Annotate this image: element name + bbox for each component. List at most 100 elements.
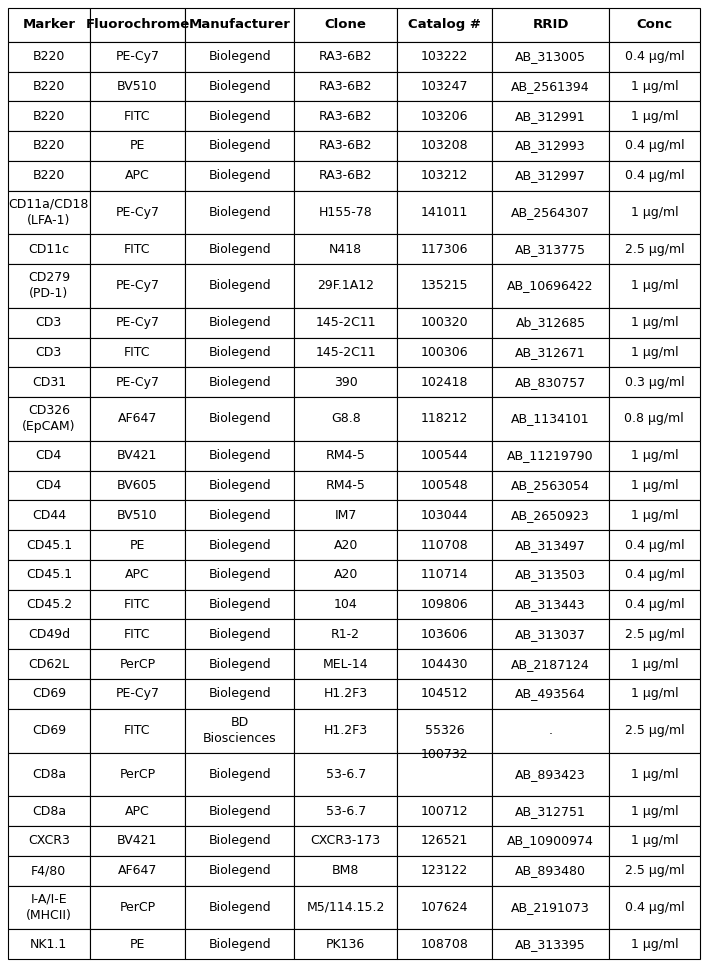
Text: PerCP: PerCP [120, 901, 156, 914]
Bar [492, 530, 609, 560]
Text: FITC: FITC [124, 243, 151, 255]
Bar [609, 397, 700, 441]
Bar [8, 234, 90, 264]
Bar [492, 161, 609, 190]
Text: 109806: 109806 [421, 599, 469, 611]
Bar [397, 161, 492, 190]
Text: PE-Cy7: PE-Cy7 [115, 279, 159, 292]
Bar [397, 397, 492, 441]
Text: FITC: FITC [124, 109, 151, 123]
Bar [397, 42, 492, 72]
Text: CD45.1: CD45.1 [25, 569, 72, 581]
Bar [609, 234, 700, 264]
Text: 2.5 μg/ml: 2.5 μg/ml [624, 864, 684, 877]
Text: 100548: 100548 [421, 479, 469, 492]
Bar [492, 679, 609, 709]
Bar [397, 886, 492, 929]
Text: 100320: 100320 [421, 316, 469, 329]
Text: Manufacturer: Manufacturer [189, 18, 291, 31]
Bar [8, 42, 90, 72]
Text: AB_312991: AB_312991 [515, 109, 586, 123]
Bar [185, 308, 295, 337]
Bar [492, 308, 609, 337]
Bar [609, 367, 700, 397]
Bar [609, 679, 700, 709]
Bar [90, 530, 185, 560]
Text: 141011: 141011 [421, 206, 468, 219]
Bar [295, 560, 397, 590]
Bar [397, 102, 492, 132]
Text: AB_2191073: AB_2191073 [511, 901, 590, 914]
Text: BD
Biosciences: BD Biosciences [203, 717, 277, 746]
Text: 1 μg/ml: 1 μg/ml [631, 346, 678, 359]
Bar [90, 649, 185, 679]
Text: 1 μg/ml: 1 μg/ml [631, 450, 678, 462]
Text: N418: N418 [329, 243, 362, 255]
Text: CD45.1: CD45.1 [25, 539, 72, 551]
Text: 100732: 100732 [421, 747, 469, 777]
Bar [185, 530, 295, 560]
Text: RA3-6B2: RA3-6B2 [319, 169, 372, 182]
Bar [8, 929, 90, 959]
Text: AB_313775: AB_313775 [515, 243, 586, 255]
Text: RA3-6B2: RA3-6B2 [319, 139, 372, 153]
Text: 107624: 107624 [421, 901, 469, 914]
Text: Biolegend: Biolegend [209, 938, 271, 951]
Bar [609, 132, 700, 161]
Text: FITC: FITC [124, 724, 151, 737]
Text: 1 μg/ml: 1 μg/ml [631, 279, 678, 292]
Text: Biolegend: Biolegend [209, 835, 271, 847]
Text: CD69: CD69 [32, 724, 66, 737]
Bar [90, 72, 185, 102]
Text: I-A/I-E
(MHCII): I-A/I-E (MHCII) [26, 893, 72, 922]
Text: Biolegend: Biolegend [209, 206, 271, 219]
Bar [609, 72, 700, 102]
Text: Marker: Marker [23, 18, 75, 31]
Text: 104512: 104512 [421, 688, 469, 700]
Text: A20: A20 [333, 539, 358, 551]
Text: 108708: 108708 [421, 938, 469, 951]
Text: Biolegend: Biolegend [209, 139, 271, 153]
Bar [295, 649, 397, 679]
Bar [492, 234, 609, 264]
Text: Biolegend: Biolegend [209, 768, 271, 781]
Bar [492, 190, 609, 234]
Text: CD4: CD4 [35, 450, 62, 462]
Text: CD4: CD4 [35, 479, 62, 492]
Text: AB_893480: AB_893480 [515, 864, 586, 877]
Bar [492, 929, 609, 959]
Bar [90, 886, 185, 929]
Text: AB_313443: AB_313443 [515, 599, 586, 611]
Bar [8, 397, 90, 441]
Bar [609, 8, 700, 42]
Bar [185, 560, 295, 590]
Bar [8, 8, 90, 42]
Text: FITC: FITC [124, 628, 151, 641]
Bar [185, 337, 295, 367]
Text: AF647: AF647 [118, 864, 157, 877]
Bar [295, 367, 397, 397]
Text: CD69: CD69 [32, 688, 66, 700]
Text: AB_313005: AB_313005 [515, 50, 586, 63]
Text: RRID: RRID [532, 18, 569, 31]
Text: PerCP: PerCP [120, 658, 156, 671]
Bar [8, 500, 90, 530]
Bar [90, 42, 185, 72]
Text: CD45.2: CD45.2 [25, 599, 72, 611]
Bar [8, 132, 90, 161]
Bar [90, 929, 185, 959]
Text: Biolegend: Biolegend [209, 901, 271, 914]
Bar [8, 530, 90, 560]
Text: 103212: 103212 [421, 169, 468, 182]
Bar [295, 132, 397, 161]
Bar [8, 679, 90, 709]
Text: Biolegend: Biolegend [209, 413, 271, 425]
Bar [90, 709, 185, 752]
Bar [185, 590, 295, 620]
Bar [295, 620, 397, 649]
Bar [185, 796, 295, 826]
Bar [90, 826, 185, 856]
Bar [609, 856, 700, 886]
Text: FITC: FITC [124, 346, 151, 359]
Text: 103606: 103606 [421, 628, 469, 641]
